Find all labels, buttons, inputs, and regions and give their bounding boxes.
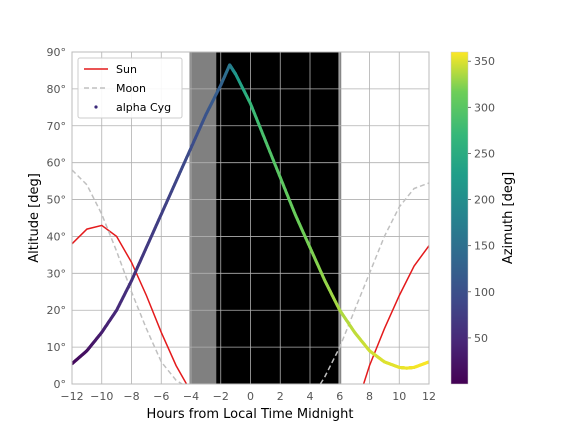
x-tick-label: 0 <box>247 390 254 403</box>
y-tick-label: 90° <box>47 46 67 59</box>
y-tick-label: 40° <box>47 230 67 243</box>
colorbar-gradient <box>450 51 469 385</box>
colorbar-tick-label: 150 <box>474 240 495 253</box>
colorbar-label: Azimuth [deg] <box>501 172 516 264</box>
legend-sun-label: Sun <box>116 63 137 76</box>
series-sun-line-1 <box>362 245 429 384</box>
x-tick-label: −10 <box>90 390 113 403</box>
x-axis-label: Hours from Local Time Midnight <box>147 407 354 422</box>
y-axis-label: Altitude [deg] <box>27 173 42 263</box>
night-band-1 <box>216 52 339 384</box>
y-tick-label: 70° <box>47 120 67 133</box>
series-sun-line-0 <box>72 224 188 384</box>
x-tick-label: −6 <box>153 390 169 403</box>
colorbar-ticks: 50 100 150 200 250 300 350 <box>468 55 495 345</box>
legend-moon-label: Moon <box>116 82 146 95</box>
x-tick-label: −8 <box>123 390 139 403</box>
colorbar-tick-label: 200 <box>474 194 495 207</box>
colorbar-tick-label: 50 <box>474 332 488 345</box>
x-tick-label: 2 <box>277 390 284 403</box>
y-tick-label: 30° <box>47 267 67 280</box>
y-tick-label: 50° <box>47 194 67 207</box>
x-tick-label: 6 <box>336 390 343 403</box>
y-tick-label: 80° <box>47 83 67 96</box>
x-axis-ticks: −12 −10 −8 −6 −4 −2 0 2 4 6 8 10 12 <box>60 390 436 403</box>
legend-target-swatch <box>94 105 98 109</box>
legend: Sun Moon alpha Cyg <box>77 57 183 119</box>
series-layer <box>72 63 429 384</box>
x-tick-label: −12 <box>60 390 83 403</box>
y-tick-label: 60° <box>47 157 67 170</box>
legend-box <box>77 57 183 119</box>
night-shading <box>189 52 342 384</box>
x-tick-label: 12 <box>422 390 436 403</box>
series-moon-line-1 <box>319 182 429 384</box>
y-tick-label: 10° <box>47 341 67 354</box>
plot-frame <box>71 51 430 385</box>
y-tick-label: 0° <box>54 378 67 391</box>
colorbar-tick-label: 350 <box>474 55 495 68</box>
x-tick-label: 4 <box>307 390 314 403</box>
x-tick-label: 10 <box>392 390 406 403</box>
colorbar-tick-label: 250 <box>474 147 495 160</box>
x-tick-label: −2 <box>213 390 229 403</box>
legend-target-label: alpha Cyg <box>116 101 171 114</box>
colorbar: 50 100 150 200 250 300 350 Azimuth [deg] <box>450 51 516 385</box>
series-moon-line-0 <box>72 169 183 384</box>
colorbar-tick-label: 300 <box>474 101 495 114</box>
colorbar-tick-label: 100 <box>474 286 495 299</box>
y-axis-ticks: 0° 10° 20° 30° 40° 50° 60° 70° 80° 90° <box>47 46 67 391</box>
x-tick-label: −4 <box>183 390 199 403</box>
x-tick-label: 8 <box>366 390 373 403</box>
y-tick-label: 20° <box>47 304 67 317</box>
